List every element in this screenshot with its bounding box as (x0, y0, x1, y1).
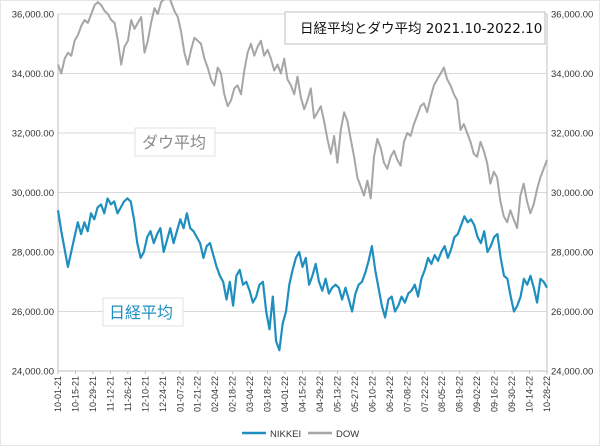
x-tick-label: 09-16-22 (490, 376, 500, 412)
y-axis-left: 24,000.00 26,000.00 28,000.00 30,000.00 32,0… (12, 10, 54, 378)
x-tick-label: 04-01-22 (280, 376, 290, 412)
x-tick-label: 06-24-22 (385, 376, 395, 412)
x-tick-label: 10-15-21 (70, 376, 80, 412)
y-tick-left: 32,000.00 (12, 129, 54, 140)
nikkei-annotation: 日経平均 (102, 297, 184, 327)
y-tick-right: 24,000.00 (551, 367, 593, 378)
legend-label-nikkei: NIKKEI (270, 429, 301, 440)
x-tick-label: 11-12-21 (105, 376, 115, 411)
x-tick-label: 01-21-22 (193, 376, 203, 412)
y-tick-right: 36,000.00 (551, 10, 593, 21)
series-line-dow (57, 0, 548, 230)
x-tick-label: 10-14-22 (525, 376, 535, 412)
nikkei-annotation-label: 日経平均 (109, 303, 173, 322)
y-tick-right: 34,000.00 (551, 69, 593, 80)
x-tick-label: 09-02-22 (472, 376, 482, 412)
title-box: 日経平均とダウ平均 2021.10-2022.10 (284, 11, 546, 45)
x-tick-label: 02-18-22 (228, 376, 238, 412)
x-tick-label: 11-26-21 (123, 376, 133, 411)
y-tick-left: 28,000.00 (12, 248, 54, 259)
y-tick-left: 34,000.00 (12, 69, 54, 80)
x-tick-label: 07-08-22 (402, 376, 412, 412)
x-tick-label: 03-04-22 (245, 376, 255, 412)
dow-annotation-label: ダウ平均 (142, 133, 206, 152)
series-lines (56, 0, 548, 352)
x-tick-label: 04-29-22 (315, 376, 325, 412)
x-tick-label: 12-24-21 (158, 376, 168, 412)
legend: NIKKEI DOW (242, 429, 359, 440)
nikkei-annotation-frame (102, 297, 184, 327)
y-tick-right: 26,000.00 (551, 307, 593, 318)
y-tick-left: 26,000.00 (12, 307, 54, 318)
x-tick-label: 05-27-22 (350, 376, 360, 412)
x-tick-label: 10-01-21 (53, 376, 63, 412)
dow-annotation: ダウ平均 (134, 127, 216, 157)
y-tick-left: 30,000.00 (12, 188, 54, 199)
series-line-nikkei (56, 197, 548, 352)
x-tick-label: 12-10-21 (140, 376, 150, 412)
legend-label-dow: DOW (336, 429, 359, 440)
x-tick-label: 05-13-22 (332, 376, 342, 412)
x-tick-label: 10-28-22 (542, 376, 552, 412)
x-tick-label: 07-22-22 (420, 376, 430, 412)
x-axis: 10-01-21 10-15-21 10-29-21 11-12-21 11-26-21… (53, 371, 552, 412)
title-frame (284, 11, 546, 45)
y-tick-right: 30,000.00 (551, 188, 593, 199)
x-tick-label: 04-15-22 (298, 376, 308, 412)
x-tick-label: 08-19-22 (455, 376, 465, 412)
x-tick-label: 06-10-22 (367, 376, 377, 412)
y-tick-right: 32,000.00 (551, 129, 593, 140)
y-tick-left: 36,000.00 (12, 10, 54, 21)
y-tick-right: 28,000.00 (551, 248, 593, 259)
y-tick-left: 24,000.00 (12, 367, 54, 378)
x-tick-label: 01-07-22 (175, 376, 185, 412)
chart-title: 日経平均とダウ平均 2021.10-2022.10 (300, 21, 542, 37)
dow-annotation-frame (134, 127, 216, 157)
x-tick-label: 02-04-22 (210, 376, 220, 412)
x-tick-label: 09-30-22 (507, 376, 517, 412)
x-tick-label: 08-05-22 (437, 376, 447, 412)
x-tick-label: 10-29-21 (88, 376, 98, 412)
x-tick-label: 03-18-22 (263, 376, 273, 412)
y-axis-right: 24,000.00 26,000.00 28,000.00 30,000.00 32,0… (551, 10, 593, 378)
